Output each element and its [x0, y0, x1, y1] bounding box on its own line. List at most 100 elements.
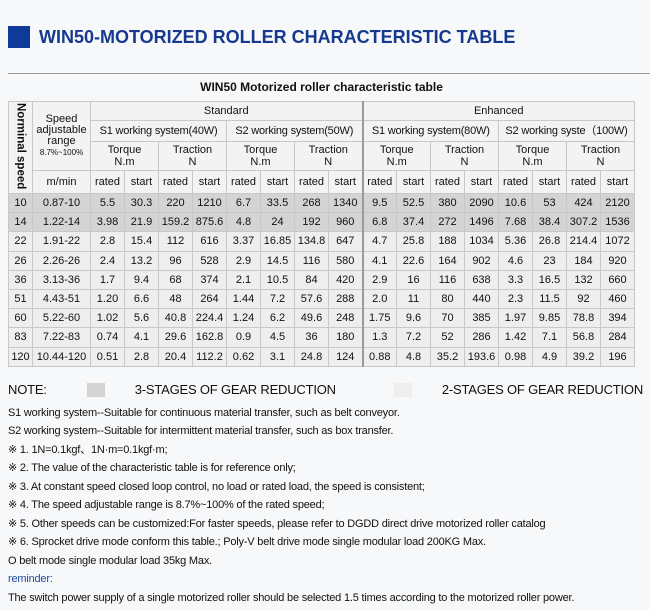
torque-unit: N.m — [522, 156, 543, 168]
cell-value: 0.88 — [361, 346, 397, 367]
header-traction: Traction N — [294, 141, 363, 171]
torque-label: Torque — [107, 144, 142, 156]
cell-nominal-speed: 26 — [8, 250, 33, 271]
cell-value: 23 — [532, 250, 567, 271]
torque-unit: N.m — [114, 156, 135, 168]
header-rated: rated — [566, 170, 601, 194]
cell-value: 1210 — [192, 192, 227, 214]
header-torque: Torque N.m — [498, 141, 567, 171]
header-start: start — [600, 170, 635, 194]
header-standard: Standard — [90, 101, 363, 121]
cell-value: 26.8 — [532, 231, 567, 252]
table-row: 14 1.22-14 3.98 21.9 159.2 875.6 4.8 24 192 960 6.… — [8, 212, 635, 233]
traction-label: Traction — [444, 144, 485, 156]
reminder-text: The switch power supply of a single moto… — [8, 591, 575, 604]
cell-value: 2.1 — [226, 269, 261, 290]
cell-value: 286 — [464, 327, 499, 348]
table-row: 22 1.91-22 2.8 15.4 112 616 3.37 16.85 134.8 647 4… — [8, 231, 635, 252]
rated-start-header-row: m/min rated start rated start rated start rate… — [9, 170, 635, 194]
note-label: NOTE: — [8, 382, 47, 397]
cell-value: 9.6 — [396, 308, 431, 329]
cell-value: 25.8 — [396, 231, 431, 252]
cell-value: 184 — [566, 250, 601, 271]
cell-value: 188 — [430, 231, 465, 252]
cell-value: 1.24 — [226, 308, 261, 329]
header-start: start — [464, 170, 499, 194]
cell-value: 134.8 — [294, 231, 329, 252]
cell-nominal-speed: 51 — [8, 288, 33, 310]
cell-value: 385 — [464, 308, 499, 329]
cell-value: 214.4 — [566, 231, 601, 252]
note-line: S2 working system--Suitable for intermit… — [8, 425, 394, 437]
note-line: S1 working system--Suitable for continuo… — [8, 406, 400, 419]
traction-label: Traction — [172, 144, 213, 156]
cell-value: 284 — [600, 327, 635, 348]
cell-nominal-speed: 36 — [8, 269, 33, 290]
header-rated: rated — [430, 170, 465, 194]
cell-value: 196 — [600, 346, 635, 367]
header-start: start — [532, 170, 567, 194]
header-system: S2 working system(50W) — [226, 120, 363, 142]
note-line: ※ 2. The value of the characteristic tab… — [8, 462, 296, 474]
cell-value: 7.2 — [260, 288, 295, 310]
cell-nominal-speed: 60 — [8, 308, 33, 329]
cell-value: 0.98 — [498, 346, 533, 367]
cell-value: 10.5 — [260, 269, 295, 290]
cell-value: 7.68 — [498, 212, 533, 233]
header-start: start — [192, 170, 227, 194]
header-traction: Traction N — [566, 141, 635, 171]
cell-value: 1072 — [600, 231, 635, 252]
cell-value: 20.4 — [158, 346, 193, 367]
cell-speed-range: 3.13-36 — [32, 269, 91, 290]
cell-speed-range: 0.87-10 — [32, 192, 91, 214]
header-torque: Torque N.m — [90, 141, 159, 171]
cell-value: 80 — [430, 288, 465, 310]
title-square-icon — [8, 26, 30, 48]
header-rated: rated — [294, 170, 329, 194]
header-rated: rated — [498, 170, 533, 194]
table-row: 10 0.87-10 5.5 30.3 220 1210 6.7 33.5 268 1340 9.5… — [8, 192, 635, 214]
cell-value: 162.8 — [192, 327, 227, 348]
traction-label: Traction — [580, 144, 621, 156]
cell-value: 1.02 — [90, 308, 125, 329]
cell-value: 9.4 — [124, 269, 159, 290]
table-row: 120 10.44-120 0.51 2.8 20.4 112.2 0.62 3.1 24.8 1… — [8, 346, 635, 367]
table-row: 51 4.43-51 1.20 6.6 48 264 1.44 7.2 57.6 288 2.0 11… — [8, 288, 635, 310]
traction-unit: N — [188, 156, 197, 168]
cell-value: 6.6 — [124, 288, 159, 310]
cell-nominal-speed: 120 — [8, 346, 33, 367]
cell-value: 38.4 — [532, 212, 567, 233]
cell-value: 647 — [328, 231, 363, 252]
legend-swatch-3-stage — [86, 383, 105, 398]
cell-value: 35.2 — [430, 346, 465, 367]
cell-value: 11 — [396, 288, 431, 310]
cell-value: 1.42 — [498, 327, 533, 348]
cell-value: 224.4 — [192, 308, 227, 329]
divider — [8, 73, 650, 74]
cell-speed-range: 4.43-51 — [32, 288, 91, 310]
cell-value: 22.6 — [396, 250, 431, 271]
cell-value: 528 — [192, 250, 227, 271]
table-row: 83 7.22-83 0.74 4.1 29.6 162.8 0.9 4.5 36 180 1.3 7… — [8, 327, 635, 348]
cell-value: 616 — [192, 231, 227, 252]
cell-value: 40.8 — [158, 308, 193, 329]
cell-value: 92 — [566, 288, 601, 310]
traction-unit: N — [324, 156, 333, 168]
cell-value: 2.9 — [226, 250, 261, 271]
cell-value: 2.4 — [90, 250, 125, 271]
cell-value: 21.9 — [124, 212, 159, 233]
traction-label: Traction — [308, 144, 348, 156]
cell-value: 440 — [464, 288, 499, 310]
cell-value: 288 — [328, 288, 363, 310]
header-system: S2 working syste（100W) — [498, 120, 635, 142]
cell-value: 164 — [430, 250, 465, 271]
cell-value: 3.1 — [260, 346, 295, 367]
header-rated: rated — [90, 170, 125, 194]
table-row: 36 3.13-36 1.7 9.4 68 374 2.1 10.5 84 420 2.9 16 116… — [8, 269, 635, 290]
cell-value: 424 — [566, 192, 601, 214]
cell-speed-range: 5.22-60 — [32, 308, 91, 329]
cell-speed-range: 7.22-83 — [32, 327, 91, 348]
torque-unit: N.m — [250, 156, 271, 168]
cell-nominal-speed: 22 — [8, 231, 33, 252]
cell-value: 0.74 — [90, 327, 125, 348]
